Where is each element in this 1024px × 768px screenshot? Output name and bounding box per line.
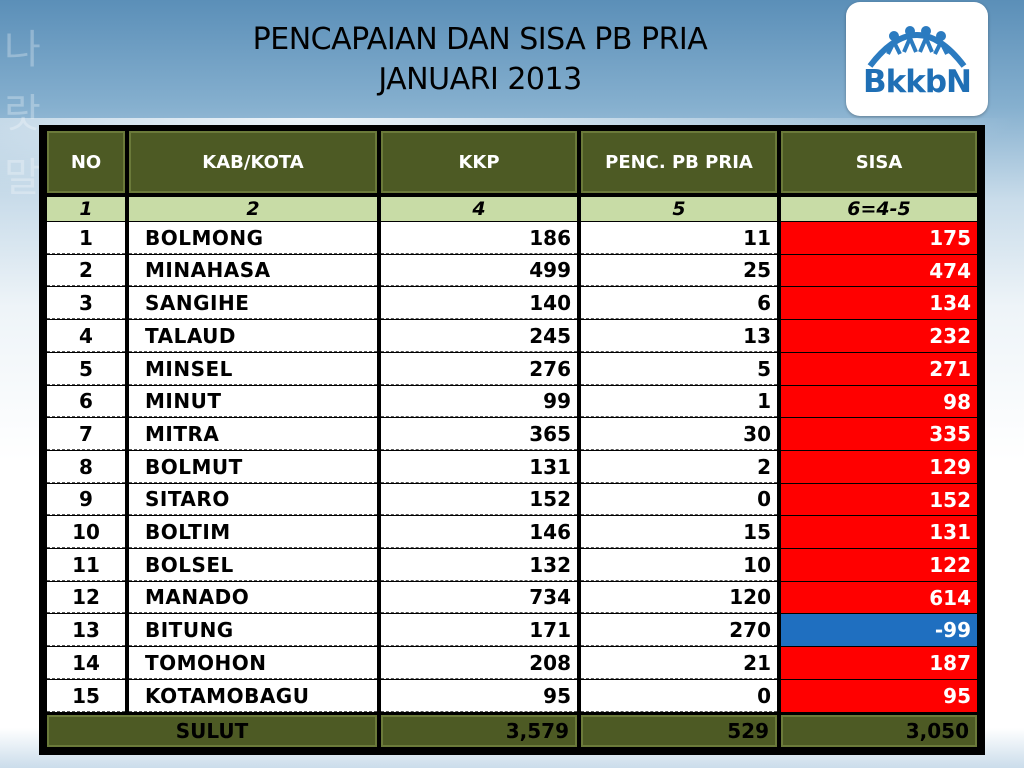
row-sisa: 614 bbox=[781, 582, 977, 613]
row-sisa: 232 bbox=[781, 320, 977, 352]
total-sisa: 3,050 bbox=[781, 715, 977, 747]
row-penc-pb-pria: 1 bbox=[581, 386, 777, 417]
row-no: 1 bbox=[47, 222, 125, 254]
row-no: 11 bbox=[47, 549, 125, 581]
subheader-sisa: 6=4-5 bbox=[781, 197, 977, 221]
logo-text: BkkbN bbox=[863, 64, 972, 100]
row-kkp: 499 bbox=[381, 255, 577, 286]
row-kab-kota: MINSEL bbox=[129, 353, 377, 385]
row-kkp: 132 bbox=[381, 549, 577, 581]
row-penc-pb-pria: 25 bbox=[581, 255, 777, 286]
row-sisa: 271 bbox=[781, 353, 977, 385]
row-penc-pb-pria: 13 bbox=[581, 320, 777, 352]
row-sisa: 134 bbox=[781, 287, 977, 319]
row-kkp: 245 bbox=[381, 320, 577, 352]
header-sisa: SISA bbox=[781, 131, 977, 193]
row-sisa: 335 bbox=[781, 418, 977, 450]
row-sisa: 122 bbox=[781, 549, 977, 581]
row-penc-pb-pria: 5 bbox=[581, 353, 777, 385]
family-icon bbox=[867, 26, 967, 68]
row-sisa-negative: -99 bbox=[781, 614, 977, 646]
bkkbn-logo: BkkbN bbox=[846, 2, 988, 116]
subheader-no: 1 bbox=[47, 197, 125, 221]
row-penc-pb-pria: 15 bbox=[581, 516, 777, 548]
row-kab-kota: SITARO bbox=[129, 484, 377, 515]
row-kkp: 146 bbox=[381, 516, 577, 548]
row-penc-pb-pria: 21 bbox=[581, 647, 777, 679]
row-kkp: 365 bbox=[381, 418, 577, 450]
total-penc: 529 bbox=[581, 715, 777, 747]
row-penc-pb-pria: 6 bbox=[581, 287, 777, 319]
row-kab-kota: TALAUD bbox=[129, 320, 377, 352]
row-no: 9 bbox=[47, 484, 125, 515]
data-table: NO KAB/KOTA KKP PENC. PB PRIA SISA 1 2 4 5 6=4-5 1… bbox=[39, 125, 985, 755]
row-kab-kota: BOLMONG bbox=[129, 222, 377, 254]
row-penc-pb-pria: 30 bbox=[581, 418, 777, 450]
row-kkp: 95 bbox=[381, 680, 577, 712]
row-penc-pb-pria: 2 bbox=[581, 451, 777, 483]
row-penc-pb-pria: 120 bbox=[581, 582, 777, 613]
slide-title: PENCAPAIAN DAN SISA PB PRIA JANUARI 2013 bbox=[120, 20, 840, 100]
row-kkp: 152 bbox=[381, 484, 577, 515]
row-kkp: 734 bbox=[381, 582, 577, 613]
row-kab-kota: BOLMUT bbox=[129, 451, 377, 483]
row-kkp: 171 bbox=[381, 614, 577, 646]
row-sisa: 131 bbox=[781, 516, 977, 548]
row-no: 14 bbox=[47, 647, 125, 679]
row-kkp: 140 bbox=[381, 287, 577, 319]
row-sisa: 95 bbox=[781, 680, 977, 712]
row-kkp: 99 bbox=[381, 386, 577, 417]
total-label: SULUT bbox=[47, 715, 377, 747]
row-penc-pb-pria: 11 bbox=[581, 222, 777, 254]
row-no: 2 bbox=[47, 255, 125, 286]
header-kkp: KKP bbox=[381, 131, 577, 193]
row-no: 7 bbox=[47, 418, 125, 450]
row-penc-pb-pria: 0 bbox=[581, 484, 777, 515]
total-kkp: 3,579 bbox=[381, 715, 577, 747]
row-sisa: 187 bbox=[781, 647, 977, 679]
row-kab-kota: MINAHASA bbox=[129, 255, 377, 286]
row-sisa: 129 bbox=[781, 451, 977, 483]
row-kkp: 186 bbox=[381, 222, 577, 254]
row-kab-kota: TOMOHON bbox=[129, 647, 377, 679]
row-no: 5 bbox=[47, 353, 125, 385]
row-sisa: 98 bbox=[781, 386, 977, 417]
row-sisa: 474 bbox=[781, 255, 977, 286]
row-kab-kota: KOTAMOBAGU bbox=[129, 680, 377, 712]
row-kab-kota: SANGIHE bbox=[129, 287, 377, 319]
row-kab-kota: BITUNG bbox=[129, 614, 377, 646]
title-line-2: JANUARI 2013 bbox=[378, 62, 582, 97]
row-no: 13 bbox=[47, 614, 125, 646]
row-no: 3 bbox=[47, 287, 125, 319]
header-no: NO bbox=[47, 131, 125, 193]
row-no: 15 bbox=[47, 680, 125, 712]
subheader-kkp: 4 bbox=[381, 197, 577, 221]
row-no: 6 bbox=[47, 386, 125, 417]
row-no: 12 bbox=[47, 582, 125, 613]
row-no: 10 bbox=[47, 516, 125, 548]
row-kab-kota: BOLSEL bbox=[129, 549, 377, 581]
header-kab-kota: KAB/KOTA bbox=[129, 131, 377, 193]
row-kab-kota: MINUT bbox=[129, 386, 377, 417]
row-kab-kota: BOLTIM bbox=[129, 516, 377, 548]
header-penc-pb-pria: PENC. PB PRIA bbox=[581, 131, 777, 193]
row-kab-kota: MANADO bbox=[129, 582, 377, 613]
title-line-1: PENCAPAIAN DAN SISA PB PRIA bbox=[252, 22, 708, 57]
row-sisa: 175 bbox=[781, 222, 977, 254]
subheader-penc: 5 bbox=[581, 197, 777, 221]
row-kab-kota: MITRA bbox=[129, 418, 377, 450]
row-penc-pb-pria: 10 bbox=[581, 549, 777, 581]
row-kkp: 131 bbox=[381, 451, 577, 483]
row-penc-pb-pria: 0 bbox=[581, 680, 777, 712]
row-no: 8 bbox=[47, 451, 125, 483]
row-sisa: 152 bbox=[781, 484, 977, 515]
subheader-kab-kota: 2 bbox=[129, 197, 377, 221]
row-penc-pb-pria: 270 bbox=[581, 614, 777, 646]
row-kkp: 208 bbox=[381, 647, 577, 679]
row-kkp: 276 bbox=[381, 353, 577, 385]
row-no: 4 bbox=[47, 320, 125, 352]
